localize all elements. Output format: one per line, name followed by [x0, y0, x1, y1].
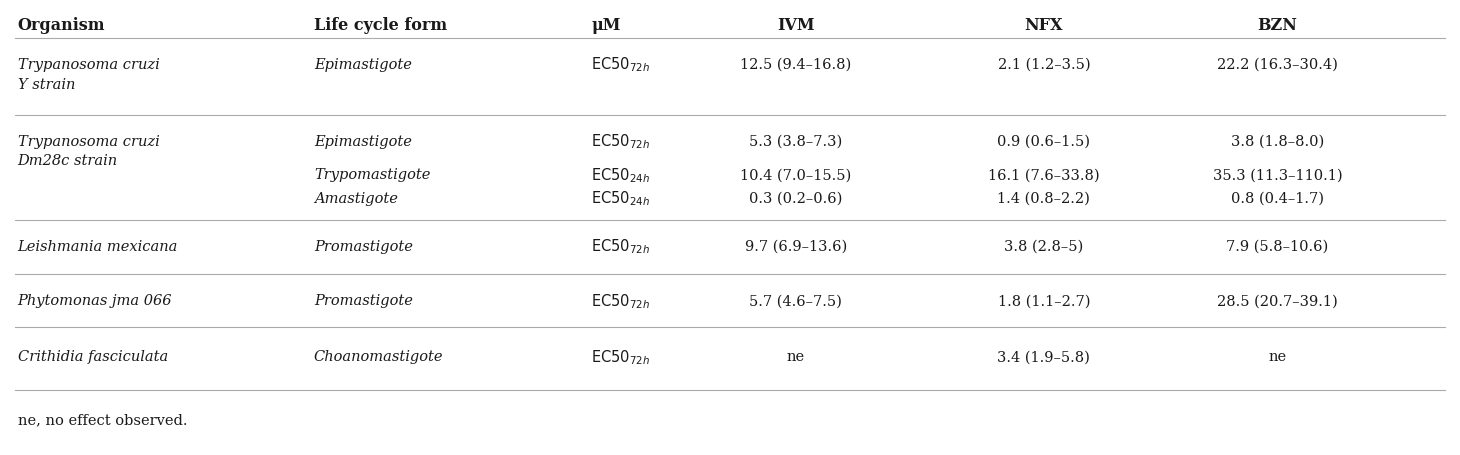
Text: Life cycle form: Life cycle form: [314, 16, 447, 34]
Text: NFX: NFX: [1025, 16, 1063, 34]
Text: ne: ne: [1269, 350, 1286, 364]
Text: 9.7 (6.9–13.6): 9.7 (6.9–13.6): [745, 240, 847, 254]
Text: ne: ne: [787, 350, 804, 364]
Text: 28.5 (20.7–39.1): 28.5 (20.7–39.1): [1218, 294, 1337, 308]
Text: Promastigote: Promastigote: [314, 240, 413, 254]
Text: Choanomastigote: Choanomastigote: [314, 350, 444, 364]
Text: 3.8 (1.8–8.0): 3.8 (1.8–8.0): [1231, 135, 1324, 149]
Text: 5.7 (4.6–7.5): 5.7 (4.6–7.5): [749, 294, 842, 308]
Text: 1.8 (1.1–2.7): 1.8 (1.1–2.7): [997, 294, 1091, 308]
Text: 0.8 (0.4–1.7): 0.8 (0.4–1.7): [1231, 192, 1324, 206]
Text: 35.3 (11.3–110.1): 35.3 (11.3–110.1): [1213, 168, 1342, 182]
Text: 22.2 (16.3–30.4): 22.2 (16.3–30.4): [1218, 58, 1337, 72]
Text: Trypanosoma cruzi: Trypanosoma cruzi: [18, 135, 159, 149]
Text: 12.5 (9.4–16.8): 12.5 (9.4–16.8): [740, 58, 851, 72]
Text: Dm28c strain: Dm28c strain: [18, 154, 118, 167]
Text: 7.9 (5.8–10.6): 7.9 (5.8–10.6): [1226, 240, 1329, 254]
Text: $\mathrm{EC50}_{24h}$: $\mathrm{EC50}_{24h}$: [591, 166, 650, 185]
Text: 2.1 (1.2–3.5): 2.1 (1.2–3.5): [997, 58, 1091, 72]
Text: Epimastigote: Epimastigote: [314, 135, 412, 149]
Text: Organism: Organism: [18, 16, 105, 34]
Text: Promastigote: Promastigote: [314, 294, 413, 308]
Text: Trypanosoma cruzi: Trypanosoma cruzi: [18, 58, 159, 72]
Text: 16.1 (7.6–33.8): 16.1 (7.6–33.8): [988, 168, 1099, 182]
Text: Epimastigote: Epimastigote: [314, 58, 412, 72]
Text: 10.4 (7.0–15.5): 10.4 (7.0–15.5): [740, 168, 851, 182]
Text: 1.4 (0.8–2.2): 1.4 (0.8–2.2): [997, 192, 1091, 206]
Text: IVM: IVM: [777, 16, 815, 34]
Text: Crithidia fasciculata: Crithidia fasciculata: [18, 350, 168, 364]
Text: Leishmania mexicana: Leishmania mexicana: [18, 240, 178, 254]
Text: μM: μM: [591, 16, 620, 34]
Text: Phytomonas jma 066: Phytomonas jma 066: [18, 294, 172, 308]
Text: $\mathrm{EC50}_{72h}$: $\mathrm{EC50}_{72h}$: [591, 238, 650, 257]
Text: BZN: BZN: [1257, 16, 1298, 34]
Text: Y strain: Y strain: [18, 78, 74, 92]
Text: $\mathrm{EC50}_{72h}$: $\mathrm{EC50}_{72h}$: [591, 132, 650, 152]
Text: $\mathrm{EC50}_{24h}$: $\mathrm{EC50}_{24h}$: [591, 189, 650, 208]
Text: 3.4 (1.9–5.8): 3.4 (1.9–5.8): [997, 350, 1091, 364]
Text: 0.3 (0.2–0.6): 0.3 (0.2–0.6): [749, 192, 842, 206]
Text: 3.8 (2.8–5): 3.8 (2.8–5): [1004, 240, 1083, 254]
Text: 5.3 (3.8–7.3): 5.3 (3.8–7.3): [749, 135, 842, 149]
Text: Trypomastigote: Trypomastigote: [314, 168, 431, 182]
Text: $\mathrm{EC50}_{72h}$: $\mathrm{EC50}_{72h}$: [591, 348, 650, 367]
Text: Amastigote: Amastigote: [314, 192, 397, 206]
Text: 0.9 (0.6–1.5): 0.9 (0.6–1.5): [997, 135, 1091, 149]
Text: ne, no effect observed.: ne, no effect observed.: [18, 413, 187, 427]
Text: $\mathrm{EC50}_{72h}$: $\mathrm{EC50}_{72h}$: [591, 292, 650, 311]
Text: $\mathrm{EC50}_{72h}$: $\mathrm{EC50}_{72h}$: [591, 56, 650, 75]
